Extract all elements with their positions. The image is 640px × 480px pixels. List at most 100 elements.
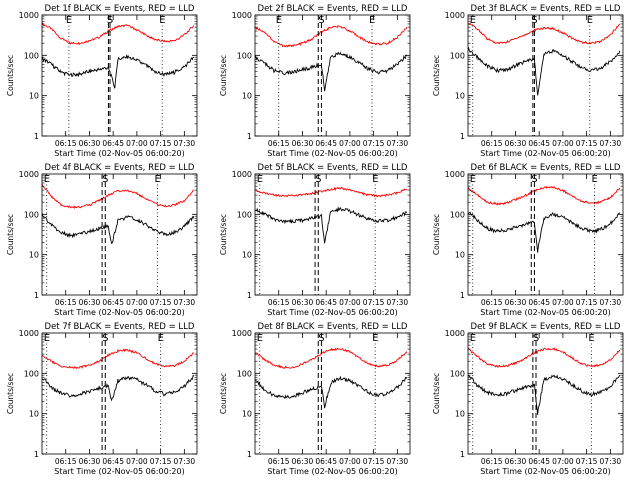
x-tick-label: 06:30: [292, 298, 314, 307]
series-group: [255, 186, 408, 244]
x-tick-label: 06:15: [55, 139, 77, 148]
marker-label-e: E: [257, 174, 263, 185]
marker-label-e: E: [159, 15, 165, 26]
series-line-events: [468, 374, 621, 415]
y-axis-label: Counts/sec: [219, 373, 228, 414]
y-tick-label: 100: [24, 51, 39, 60]
x-tick-label: 06:45: [102, 139, 124, 148]
series-group: [255, 347, 408, 409]
x-tick-label: 06:30: [292, 457, 314, 466]
x-tick-label: 07:15: [150, 139, 172, 148]
x-tick-label: 07:30: [174, 298, 196, 307]
x-tick-label: 07:00: [339, 298, 361, 307]
y-tick-label: 1000: [19, 11, 39, 20]
panel-title: Det 9f BLACK = Events, RED = LLD: [471, 322, 621, 332]
y-tick-label: 1000: [445, 11, 465, 20]
y-tick-label: 100: [450, 51, 465, 60]
y-tick-label: 1: [460, 291, 465, 300]
x-tick-label: 06:30: [79, 139, 101, 148]
y-tick-label: 100: [450, 210, 465, 219]
x-axis-label: Start Time (02-Nov-05 06:00:20): [54, 149, 184, 158]
series-line-lld: [255, 347, 408, 369]
marker-label-s: S: [315, 174, 321, 185]
series-group: [42, 183, 195, 245]
x-tick-label: 07:00: [552, 139, 574, 148]
x-tick-label: 06:30: [79, 298, 101, 307]
marker-label-e: E: [587, 15, 593, 26]
y-axis-label: Counts/sec: [219, 214, 228, 255]
marker-label-e: E: [257, 333, 263, 344]
x-tick-label: 07:00: [126, 298, 148, 307]
x-tick-label: 06:15: [481, 457, 503, 466]
x-tick-label: 07:00: [552, 298, 574, 307]
x-tick-label: 06:30: [79, 457, 101, 466]
y-tick-label: 10: [29, 410, 39, 419]
marker-label-e: E: [470, 174, 476, 185]
x-tick-label: 06:45: [102, 298, 124, 307]
x-tick-label: 06:45: [315, 298, 337, 307]
y-axis-label: Counts/sec: [6, 214, 15, 255]
marker-label-e: E: [372, 174, 378, 185]
plot-frame: [467, 332, 624, 455]
series-group: [468, 347, 621, 415]
y-tick-label: 1: [34, 132, 39, 141]
x-tick-label: 07:15: [363, 298, 385, 307]
x-axis-label: Start Time (02-Nov-05 06:00:20): [54, 467, 184, 476]
plot-frame: [254, 14, 411, 137]
x-tick-label: 06:45: [102, 457, 124, 466]
x-axis-label: Start Time (02-Nov-05 06:00:20): [267, 467, 397, 476]
y-tick-label: 1: [247, 450, 252, 459]
x-axis-label: Start Time (02-Nov-05 06:00:20): [480, 149, 610, 158]
x-tick-label: 06:30: [505, 298, 527, 307]
series-line-events: [42, 54, 194, 89]
marker-label-e: E: [276, 15, 282, 26]
y-tick-label: 10: [29, 92, 39, 101]
x-tick-label: 07:15: [363, 139, 385, 148]
x-tick-label: 07:15: [576, 457, 598, 466]
x-axis-label: Start Time (02-Nov-05 06:00:20): [480, 308, 610, 317]
x-tick-label: 06:45: [528, 139, 550, 148]
x-tick-label: 06:15: [55, 298, 77, 307]
marker-label-e: E: [372, 333, 378, 344]
x-tick-label: 06:30: [505, 139, 527, 148]
y-tick-label: 10: [455, 92, 465, 101]
x-tick-label: 06:45: [315, 139, 337, 148]
marker-label-s: S: [102, 174, 108, 185]
marker-label-s: S: [531, 174, 537, 185]
y-tick-label: 100: [237, 210, 252, 219]
y-tick-label: 100: [237, 369, 252, 378]
series-line-events: [255, 375, 408, 409]
y-tick-label: 100: [450, 369, 465, 378]
y-tick-label: 10: [29, 251, 39, 260]
y-tick-label: 10: [242, 251, 252, 260]
x-tick-label: 07:00: [339, 139, 361, 148]
series-line-events: [255, 51, 407, 92]
x-tick-label: 07:30: [600, 298, 622, 307]
plot-frame: [41, 332, 198, 455]
plot-frame: [254, 173, 411, 296]
marker-label-e: E: [44, 174, 50, 185]
x-tick-label: 07:30: [600, 139, 622, 148]
series-line-events: [42, 374, 195, 402]
y-tick-label: 1: [34, 291, 39, 300]
series-line-lld: [255, 186, 408, 198]
series-line-lld: [468, 347, 621, 369]
x-tick-label: 07:00: [339, 457, 361, 466]
marker-label-e: E: [588, 333, 594, 344]
y-tick-label: 1000: [445, 329, 465, 338]
x-tick-label: 07:30: [387, 139, 409, 148]
y-tick-label: 1000: [445, 170, 465, 179]
y-axis-label: Counts/sec: [432, 55, 441, 96]
series-line-lld: [255, 24, 408, 48]
series-group: [468, 185, 621, 253]
y-tick-label: 1000: [19, 170, 39, 179]
x-tick-label: 07:30: [600, 457, 622, 466]
x-tick-label: 06:15: [268, 457, 290, 466]
x-axis-label: Start Time (02-Nov-05 06:00:20): [480, 467, 610, 476]
y-tick-label: 10: [455, 251, 465, 260]
